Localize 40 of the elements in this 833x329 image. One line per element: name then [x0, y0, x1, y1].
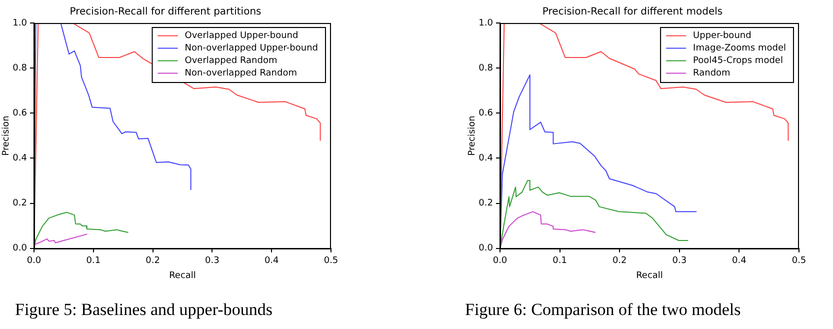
y-tick-label: 0.8 [478, 63, 494, 74]
x-tick-label: 0.5 [792, 256, 806, 266]
legend-label: Overlapped Random [184, 56, 278, 66]
y-tick-label: 1.0 [12, 18, 28, 28]
x-tick-label: 0.2 [612, 256, 627, 266]
legend-label: Non-overlapped Upper-bound [184, 44, 318, 54]
x-tick-label: 0.3 [205, 256, 220, 266]
x-tick-label: 0.5 [324, 256, 338, 266]
x-axis-title: Recall [636, 270, 663, 281]
legend-label: Non-overlapped Random [184, 68, 298, 79]
x-tick-label: 0.0 [492, 256, 508, 266]
legend-label: Image-Zooms model [693, 44, 786, 54]
legend-label: Overlapped Upper-bound [184, 31, 298, 42]
y-tick-label: 0.6 [478, 108, 494, 119]
y-axis-title: Precision [2, 116, 12, 156]
x-tick-label: 0.0 [26, 256, 42, 266]
y-tick-label: 0.4 [478, 154, 494, 164]
x-tick-label: 0.3 [672, 256, 687, 266]
y-tick-label: 0.2 [12, 198, 27, 209]
y-axis-title: Precision [468, 116, 478, 156]
chart-title: Precision-Recall for different partitions [70, 6, 262, 18]
y-tick-label: 0.8 [12, 63, 28, 74]
y-tick-label: 1.0 [478, 18, 494, 28]
legend-label: Pool45-Crops model [693, 56, 783, 66]
y-tick-label: 0.2 [478, 198, 493, 209]
legend-label: Upper-bound [693, 31, 752, 42]
x-tick-label: 0.1 [552, 256, 567, 266]
x-tick-label: 0.4 [264, 256, 280, 266]
x-tick-label: 0.1 [86, 256, 101, 266]
y-tick-label: 0.0 [478, 244, 494, 254]
x-axis-title: Recall [169, 270, 196, 281]
y-tick-label: 0.0 [12, 244, 28, 254]
x-tick-label: 0.4 [732, 256, 747, 266]
caption: Figure 6: Comparison of the two models [465, 300, 741, 320]
x-tick-label: 0.2 [146, 256, 160, 266]
legend-label: Random [693, 68, 730, 79]
chart-title: Precision-Recall for different models [542, 6, 723, 18]
caption: Figure 5: Baselines and upper-bounds [15, 300, 272, 320]
y-tick-label: 0.4 [12, 154, 28, 164]
y-tick-label: 0.6 [12, 108, 28, 119]
